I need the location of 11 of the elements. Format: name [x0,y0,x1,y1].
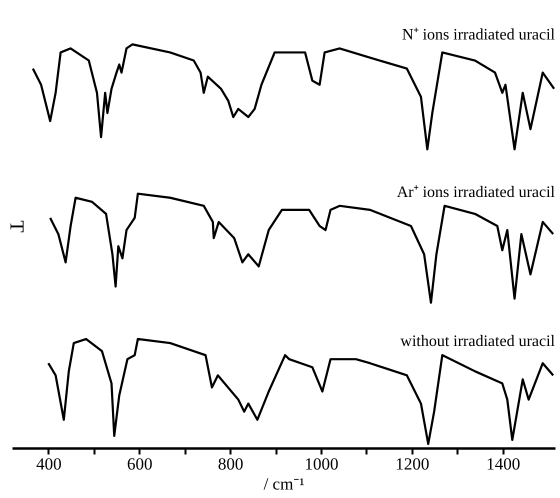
x-tick-label: 1000 [304,454,338,474]
x-tick-label: 1400 [486,454,520,474]
x-tick-label: 400 [36,454,62,474]
series-label: N⁺ ions irradiated uracil [402,26,556,44]
x-axis-title: / cm⁻¹ [264,474,304,494]
x-tick-label: 1200 [395,454,430,474]
x-tick-label: 600 [126,454,152,474]
series-label: without irradiated uracil [400,333,556,350]
y-axis-title: T [6,220,28,233]
series-label: Ar⁺ ions irradiated uracil [396,184,556,201]
x-tick-label: 800 [218,454,244,474]
